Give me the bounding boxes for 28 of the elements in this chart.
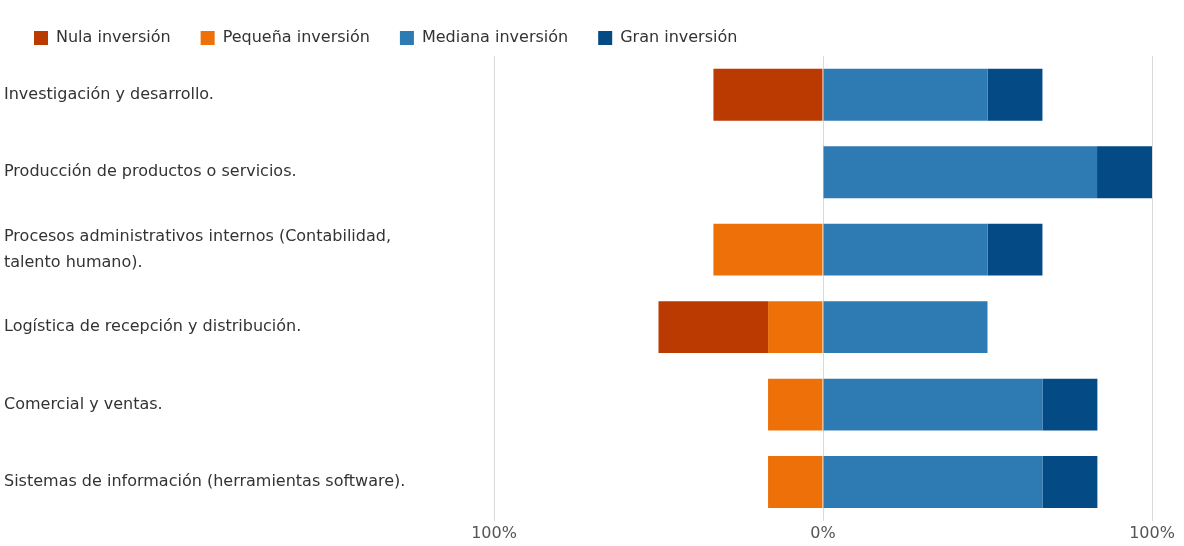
bar [1042, 456, 1098, 509]
y-tick-label: Comercial y ventas. [4, 393, 163, 413]
x-tick-label: 100% [1129, 522, 1175, 542]
bar [713, 68, 823, 121]
bar [1097, 146, 1152, 199]
bar [1042, 378, 1098, 431]
bar [987, 223, 1043, 276]
bar [768, 378, 823, 431]
legend-label: Pequeña inversión [222, 27, 370, 47]
y-tick-label: Logística de recepción y distribución. [4, 316, 302, 336]
y-tick-label: Producción de productos o servicios. [4, 161, 297, 181]
x-tick-label: 100% [471, 522, 517, 542]
legend-label: Nula inversión [56, 27, 171, 47]
bar [713, 223, 823, 276]
bar [768, 456, 823, 509]
bar [823, 456, 1043, 509]
bar [823, 68, 988, 121]
y-tick-label: Procesos administrativos internos (Contabilidad, talento humano). [4, 226, 392, 271]
bar [823, 378, 1043, 431]
bar [823, 223, 988, 276]
bar [823, 301, 988, 354]
y-tick-label: Sistemas de información (herramientas software). [4, 471, 406, 491]
legend-label: Gran inversión [620, 27, 738, 47]
x-tick-label: 0% [810, 522, 836, 542]
bar [823, 146, 1098, 199]
legend-label: Mediana inversión [421, 27, 569, 47]
y-tick-label: Investigación y desarrollo. [4, 83, 214, 103]
bar [987, 68, 1043, 121]
